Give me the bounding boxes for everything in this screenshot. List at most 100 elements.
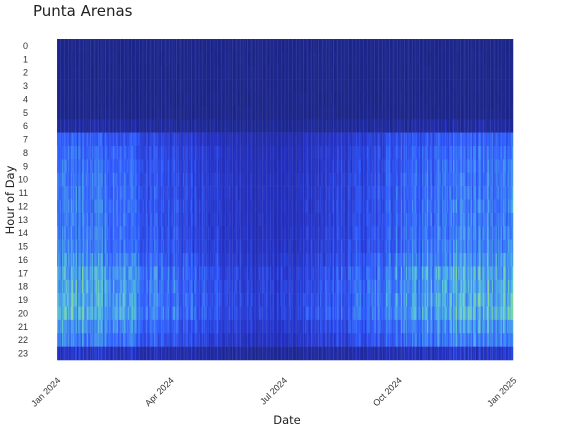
heatmap-cell <box>308 186 311 200</box>
heatmap-cell <box>96 346 99 361</box>
heatmap-cell <box>81 119 84 133</box>
heatmap-cell <box>152 333 155 347</box>
heatmap-cell <box>167 266 170 281</box>
heatmap-cell <box>89 253 91 267</box>
heatmap-cell <box>128 132 130 147</box>
heatmap-cell <box>223 279 226 294</box>
heatmap-cell <box>111 65 114 80</box>
heatmap-cell <box>235 105 237 120</box>
heatmap-cell <box>147 159 150 174</box>
heatmap-cell <box>182 346 185 361</box>
heatmap-cell <box>241 79 243 93</box>
heatmap-cell <box>233 79 236 93</box>
heatmap-cell <box>282 239 285 254</box>
heatmap-cell <box>89 105 91 120</box>
heatmap-cell <box>125 159 128 174</box>
heatmap-cell <box>151 306 154 321</box>
heatmap-cell <box>275 146 277 160</box>
heatmap-cell <box>68 132 70 147</box>
heatmap-cell <box>215 79 217 93</box>
heatmap-cell <box>85 293 88 307</box>
heatmap-cell <box>157 333 160 347</box>
heatmap-cell <box>223 333 226 347</box>
heatmap-cell <box>83 159 85 174</box>
heatmap-cell <box>215 146 217 160</box>
heatmap-cell <box>110 159 113 174</box>
heatmap-cell <box>252 119 255 133</box>
heatmap-cell <box>222 186 225 200</box>
heatmap-cell <box>65 212 68 227</box>
heatmap-cell <box>120 346 123 361</box>
heatmap-cell <box>137 159 140 174</box>
heatmap-cell <box>114 346 116 361</box>
heatmap-cell <box>95 346 98 361</box>
heatmap-cell <box>210 346 212 361</box>
heatmap-cell <box>258 79 261 93</box>
heatmap-cell <box>108 253 110 267</box>
heatmap-cell <box>93 333 95 347</box>
heatmap-cell <box>223 39 226 53</box>
heatmap-cell <box>242 132 245 147</box>
heatmap-cell <box>205 293 207 307</box>
heatmap-cell <box>114 79 116 93</box>
heatmap-cell <box>282 172 285 187</box>
heatmap-cell <box>75 172 78 187</box>
heatmap-cell <box>210 159 212 174</box>
heatmap-cell <box>140 159 142 174</box>
heatmap-cell <box>128 159 130 174</box>
heatmap-cell <box>131 319 134 334</box>
heatmap-cell <box>226 253 228 267</box>
heatmap-cell <box>206 132 209 147</box>
heatmap-cell <box>218 92 221 107</box>
heatmap-cell <box>303 199 306 214</box>
heatmap-cell <box>91 105 94 120</box>
heatmap-cell <box>216 293 218 307</box>
heatmap-cell <box>311 39 313 53</box>
heatmap-cell <box>57 266 59 281</box>
heatmap-cell <box>174 159 176 174</box>
heatmap-cell <box>210 253 212 267</box>
heatmap-cell <box>243 92 246 107</box>
heatmap-cell <box>291 333 293 347</box>
heatmap-cell <box>110 119 113 133</box>
heatmap-cell <box>73 239 75 254</box>
heatmap-cell <box>74 79 76 93</box>
heatmap-cell <box>167 105 170 120</box>
heatmap-cell <box>225 199 227 214</box>
heatmap-cell <box>197 146 200 160</box>
heatmap-cell <box>292 186 294 200</box>
heatmap-cell <box>100 92 103 107</box>
heatmap-cell <box>236 52 238 67</box>
heatmap-cell <box>165 172 167 187</box>
heatmap-cell <box>88 132 90 147</box>
heatmap-cell <box>228 346 231 361</box>
heatmap-cell <box>262 52 265 67</box>
heatmap-cell <box>291 279 293 294</box>
heatmap-cell <box>298 253 301 267</box>
heatmap-cell <box>176 266 179 281</box>
heatmap-cell <box>222 253 225 267</box>
heatmap-cell <box>74 92 76 107</box>
heatmap-cell <box>85 253 88 267</box>
heatmap-cell <box>66 146 69 160</box>
heatmap-cell <box>157 239 160 254</box>
heatmap-cell <box>134 146 136 160</box>
heatmap-cell <box>275 52 277 67</box>
heatmap-cell <box>174 119 176 133</box>
heatmap-cell <box>135 79 137 93</box>
heatmap-cell <box>273 253 276 267</box>
heatmap-cell <box>165 186 167 200</box>
heatmap-cell <box>167 39 170 53</box>
heatmap-cell <box>286 319 288 334</box>
heatmap-cell <box>167 319 170 334</box>
heatmap-cell <box>70 186 73 200</box>
heatmap-cell <box>257 79 260 93</box>
heatmap-cell <box>213 39 216 53</box>
heatmap-cell <box>116 52 119 67</box>
heatmap-cell <box>227 199 230 214</box>
heatmap-cell <box>282 226 285 240</box>
heatmap-cell <box>64 186 66 200</box>
heatmap-cell <box>180 39 182 53</box>
heatmap-cell <box>157 346 160 361</box>
heatmap-cell <box>96 239 99 254</box>
